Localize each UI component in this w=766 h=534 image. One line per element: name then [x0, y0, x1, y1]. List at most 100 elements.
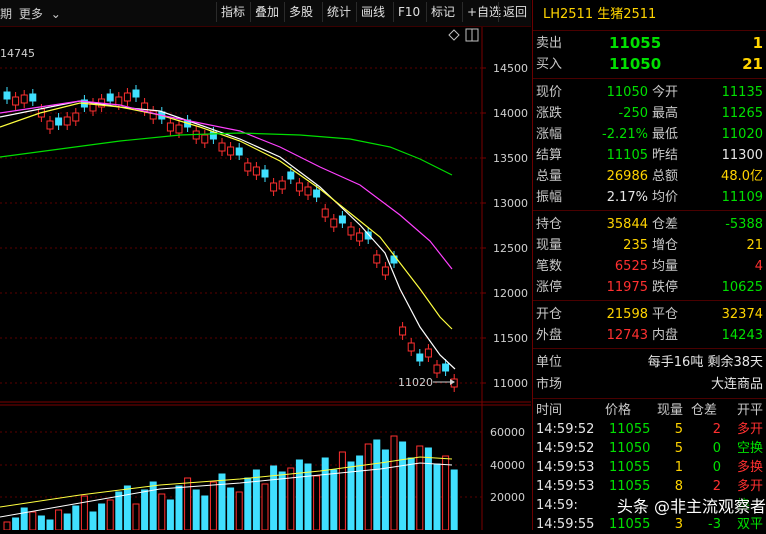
volume-bar — [132, 503, 140, 531]
volume-bar — [20, 507, 28, 531]
candle-body — [132, 89, 140, 98]
volume-bar — [209, 481, 217, 531]
price-tick-label: 12500 — [493, 242, 528, 255]
stat-label: 开仓 — [536, 307, 563, 322]
candle-body — [278, 180, 286, 190]
stat-value: 11109 — [721, 190, 763, 205]
volume-bar — [123, 485, 131, 531]
kline-chart[interactable]: 14745 14500 14000 13500 13000 12500 12000 1150… — [0, 27, 531, 531]
moving-averages — [0, 100, 456, 370]
indicator-button[interactable]: 指标 — [216, 2, 249, 22]
candle-body — [321, 208, 329, 218]
candle-body — [201, 134, 209, 144]
market-label: 市场 — [536, 377, 563, 392]
draw-line-button[interactable]: 画线 — [356, 2, 389, 22]
stat-label: 仓差 — [652, 217, 679, 232]
stat-label: 均价 — [652, 190, 679, 205]
volume-bar — [364, 443, 372, 531]
tick-cell: -3 — [708, 517, 721, 532]
stat-value: -2.21% — [602, 127, 648, 142]
candle-body — [287, 171, 295, 180]
candle-body — [270, 182, 278, 192]
stat-value: -250 — [618, 106, 648, 121]
stat-label: 振幅 — [536, 190, 563, 205]
stat-value: 35844 — [606, 217, 648, 232]
volume-bar — [201, 495, 209, 531]
moving-average-line — [0, 100, 456, 370]
stat-value: 2.17% — [606, 190, 648, 205]
candle-body — [218, 142, 226, 152]
volume-bar — [46, 519, 54, 531]
stat-label: 最高 — [652, 106, 679, 121]
overlay-button[interactable]: 叠加 — [250, 2, 283, 22]
volume-tick-label: 20000 — [490, 491, 525, 504]
volume-bar — [321, 457, 329, 531]
candle-body — [373, 254, 381, 264]
diamond-icon[interactable] — [448, 29, 460, 41]
candle-body — [12, 96, 20, 106]
price-tick-label: 14500 — [493, 62, 528, 75]
volume-bar — [106, 499, 114, 531]
candle-body — [407, 342, 415, 352]
volume-bar — [98, 503, 106, 531]
candle-body — [175, 124, 183, 134]
candle-body — [244, 162, 252, 172]
tick-header-cell: 价格 — [605, 403, 632, 418]
stat-label: 跌停 — [652, 280, 679, 295]
f10-button[interactable]: F10 — [393, 2, 424, 22]
candle-body — [295, 182, 303, 192]
candle-body — [364, 231, 372, 240]
stat-value: 11020 — [721, 127, 763, 142]
volume-bar — [450, 469, 458, 531]
stat-value: 14243 — [721, 328, 763, 343]
price-tick-label: 14000 — [493, 107, 528, 120]
stat-value: 11135 — [721, 85, 763, 100]
stat-value: 11050 — [606, 85, 648, 100]
candle-body — [347, 226, 355, 236]
statistics-button[interactable]: 统计 — [322, 2, 355, 22]
add-watchlist-button[interactable]: +自选 — [462, 2, 505, 22]
back-button[interactable]: 返回 — [498, 2, 531, 22]
candle-body — [356, 232, 364, 242]
tick-cell: 0 — [712, 441, 721, 456]
volume-bar — [390, 435, 398, 531]
volume-bar — [192, 489, 200, 531]
period-selector[interactable]: 期 更多 ⌄ — [0, 5, 61, 22]
volume-bar — [63, 513, 71, 531]
volume-bar — [227, 487, 235, 531]
candle-body — [338, 215, 346, 224]
volume-bar — [442, 455, 450, 531]
bid-label: 买入 — [536, 57, 563, 72]
tick-header-cell: 现量 — [657, 403, 684, 418]
chart-high-label: 14745 — [0, 47, 35, 60]
mark-button[interactable]: 标记 — [426, 2, 459, 22]
tick-cell: 11050 — [609, 441, 651, 456]
stat-value: 10625 — [721, 280, 763, 295]
tick-cell: 14:59:52 — [536, 441, 595, 456]
more-menu-label[interactable]: 更多 — [18, 7, 43, 21]
tick-cell: 11055 — [609, 460, 651, 475]
stat-value: 6525 — [614, 259, 648, 274]
volume-bar — [424, 447, 432, 531]
volume-bar — [149, 481, 157, 531]
volume-bar — [29, 511, 37, 531]
chevron-down-icon[interactable]: ⌄ — [50, 7, 61, 21]
stat-value: -5388 — [725, 217, 763, 232]
candle-body — [235, 147, 243, 156]
tick-header-cell: 仓差 — [691, 403, 718, 418]
tick-cell: 11055 — [609, 422, 651, 437]
tick-cell: 2 — [712, 422, 721, 437]
tick-cell: 11055 — [609, 517, 651, 532]
stat-value: 11265 — [721, 106, 763, 121]
volume-bar — [338, 451, 346, 531]
multi-stock-button[interactable]: 多股 — [284, 2, 317, 22]
kline-chart-area[interactable]: 14745 14500 14000 13500 13000 12500 12000 1150… — [0, 27, 531, 531]
volume-bar — [433, 463, 441, 531]
tick-cell: 14:59:53 — [536, 460, 595, 475]
volume-bar — [89, 511, 97, 531]
price-tick-label: 13500 — [493, 152, 528, 165]
bid-qty: 21 — [742, 55, 763, 73]
candlesticks — [3, 85, 458, 392]
tick-cell: 换 — [737, 498, 751, 513]
candle-body — [416, 353, 424, 362]
